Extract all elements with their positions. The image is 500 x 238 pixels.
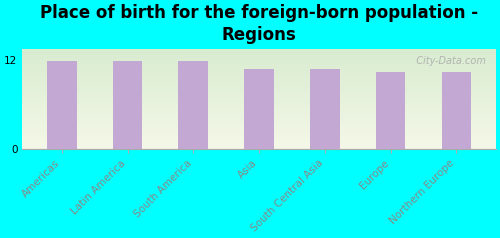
Bar [244,69,274,149]
Bar [442,73,471,149]
Bar [47,61,76,149]
Bar [112,61,142,149]
Bar [376,73,406,149]
Bar [310,69,340,149]
Text: City-Data.com: City-Data.com [410,56,486,66]
Title: Place of birth for the foreign-born population -
Regions: Place of birth for the foreign-born popu… [40,4,478,44]
Bar [178,61,208,149]
